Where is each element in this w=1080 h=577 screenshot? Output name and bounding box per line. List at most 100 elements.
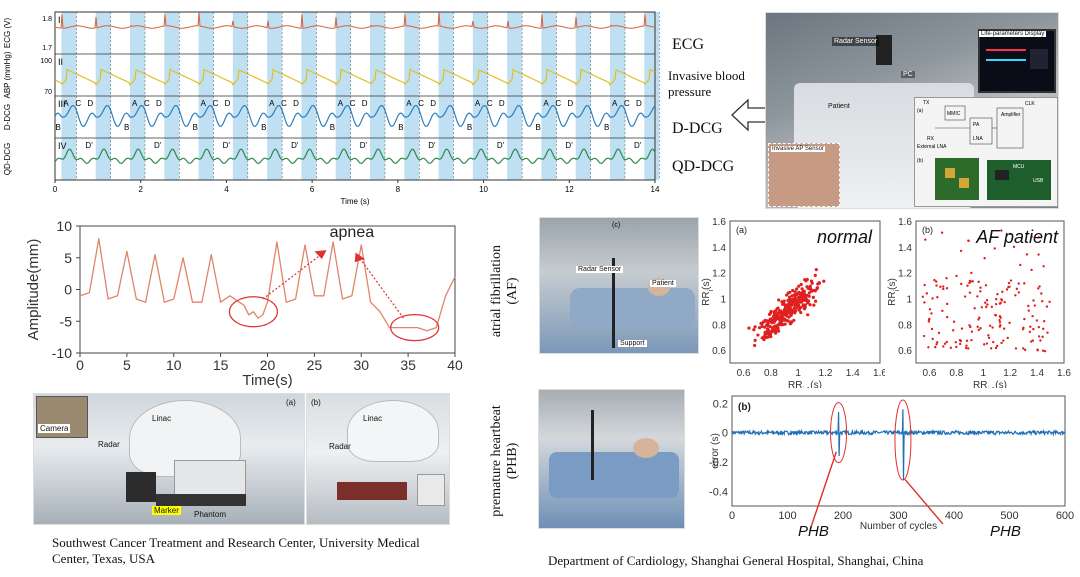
- scatter-point: [936, 296, 939, 299]
- scatter-point: [774, 316, 778, 320]
- panel-label: (b): [922, 225, 933, 235]
- scatter-point: [776, 306, 780, 310]
- scatter-point: [979, 327, 982, 330]
- scatter-point: [985, 299, 989, 302]
- label-af-support: Support: [618, 340, 647, 347]
- scatter-point: [978, 316, 981, 319]
- wave-letter-d: D: [156, 99, 162, 108]
- wave-letter-b: B: [124, 123, 129, 132]
- scatter-point: [1023, 348, 1027, 352]
- wave-letter-a: A: [269, 99, 275, 108]
- scatter-point: [1001, 290, 1004, 294]
- scatter-point: [1030, 235, 1033, 238]
- wave-letter-d: D: [499, 99, 505, 108]
- x-tick-label: 1.2: [819, 368, 833, 379]
- scatter-point: [1028, 330, 1032, 334]
- wave-letter-b: B: [193, 123, 198, 132]
- label-marker: Marker: [152, 506, 181, 515]
- scatter-point: [799, 282, 803, 287]
- scatter-point: [781, 313, 785, 317]
- scatter-point: [1031, 339, 1035, 342]
- scatter-point: [983, 257, 986, 260]
- scatter-point: [770, 326, 775, 330]
- dcg-waveform-figure: ABC DD'ABC DD'ABC DD'ABC DD'ABC DD'ABC DD'ABC D…: [3, 11, 660, 206]
- y-tick: 1.8: [42, 16, 52, 23]
- panel-label: (a): [736, 225, 747, 235]
- wave-letter-c: C: [418, 99, 424, 108]
- scatter-point: [813, 273, 817, 277]
- scatter-point: [949, 346, 953, 350]
- scatter-point: [768, 332, 773, 336]
- scatter-point: [1048, 300, 1051, 304]
- wave-letter-d-prime: D': [85, 141, 93, 150]
- wave-letter-d-prime: D': [154, 141, 162, 150]
- scatter-point: [813, 289, 817, 293]
- scatter-point: [927, 320, 931, 323]
- scatter-point: [924, 238, 927, 241]
- scatter-point: [984, 301, 987, 304]
- wave-letter-c: C: [144, 99, 150, 108]
- scatter-point: [776, 326, 780, 330]
- scatter-point: [1043, 349, 1047, 353]
- scatter-point: [762, 335, 766, 339]
- scatter-point: [923, 301, 926, 304]
- y-tick-label: 1: [720, 294, 726, 305]
- wave-letter-b: B: [604, 123, 609, 132]
- scatter-point: [998, 318, 1001, 322]
- y-tick-label: 5: [64, 250, 72, 266]
- x-tick-label: 1: [795, 368, 801, 379]
- plot-frame: [915, 220, 1065, 364]
- x-tick-label: 0: [729, 510, 735, 522]
- scatter-point: [797, 295, 801, 299]
- scatter-point: [779, 321, 783, 326]
- scatter-point: [802, 307, 807, 311]
- scatter-point: [977, 280, 980, 284]
- scatter-point: [988, 324, 992, 327]
- scatter-point: [795, 287, 799, 291]
- scatter-point: [789, 307, 793, 311]
- error-line: [731, 409, 1066, 480]
- scatter-point: [1000, 229, 1003, 232]
- scatter-point: [942, 285, 945, 288]
- scatter-point: [1003, 300, 1006, 304]
- scatter-point: [753, 343, 757, 348]
- scatter-point: [812, 303, 816, 307]
- label-qd-dcg: QD-DCG: [672, 158, 735, 175]
- scatter-point: [967, 239, 970, 243]
- scatter-point: [998, 315, 1002, 318]
- scatter-point: [799, 300, 803, 304]
- x-tick-label: 10: [166, 357, 182, 373]
- phb-arrow-line: [809, 451, 838, 532]
- scatter-point: [1033, 304, 1037, 307]
- scatter-point: [813, 299, 818, 303]
- scatter-point: [1042, 319, 1046, 323]
- apnea-arrow-line: [357, 256, 404, 319]
- scatter-point: [1023, 317, 1026, 321]
- scatter-point: [967, 347, 970, 350]
- scatter-point: [945, 315, 949, 319]
- label-camera: Camera: [38, 424, 71, 433]
- scatter-point: [933, 278, 936, 282]
- apnea-label: apnea: [330, 224, 375, 241]
- scatter-point: [777, 298, 781, 302]
- x-tick-label: 4: [224, 185, 229, 194]
- scatter-point: [1017, 282, 1020, 285]
- poincare-af-chart: 0.6 0.6 0.8 0.8 1 1 1.2 1.2 1.4 1.4 1.6 1.6 (b) AF pa…: [887, 217, 1071, 388]
- scatter-point: [984, 305, 988, 309]
- x-axis-title: RRi-1(s): [973, 380, 1007, 388]
- scatter-point: [786, 319, 790, 323]
- scatter-point: [994, 346, 998, 350]
- scatter-point: [995, 344, 999, 348]
- scatter-point: [959, 249, 963, 253]
- scatter-point: [935, 280, 938, 283]
- scatter-point: [785, 314, 789, 318]
- scatter-point: [1029, 325, 1032, 328]
- phb-label: PHB: [798, 523, 829, 538]
- scatter-point: [959, 339, 963, 343]
- scatter-point: [1040, 292, 1043, 295]
- scatter-point: [762, 338, 766, 342]
- scatter-point: [766, 323, 770, 328]
- scatter-point: [979, 286, 982, 289]
- scatter-point: [1031, 314, 1034, 318]
- scatter-point: [1014, 347, 1018, 350]
